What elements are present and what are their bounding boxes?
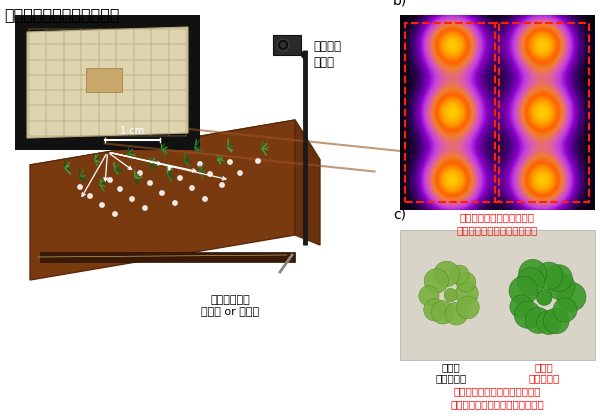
Text: c): c) — [393, 208, 406, 222]
Polygon shape — [30, 120, 295, 280]
Text: 使用済
センサなし: 使用済 センサなし — [435, 362, 466, 383]
Circle shape — [431, 301, 455, 324]
Polygon shape — [27, 27, 188, 138]
Text: b): b) — [393, 0, 407, 7]
Text: 使用済
センサあり: 使用済 センサあり — [529, 362, 560, 383]
Text: サーマル
カメラ: サーマル カメラ — [313, 40, 341, 69]
Text: 1 cm: 1 cm — [121, 126, 145, 136]
Circle shape — [208, 172, 212, 176]
Circle shape — [536, 290, 552, 305]
Circle shape — [280, 42, 286, 48]
Circle shape — [434, 261, 460, 287]
Circle shape — [118, 187, 122, 191]
Bar — [405, 23, 499, 202]
Circle shape — [510, 295, 533, 318]
Circle shape — [445, 302, 468, 325]
Bar — [495, 23, 589, 202]
Circle shape — [557, 282, 586, 312]
Text: に還る」土壌含水率センサ: に還る」土壌含水率センサ — [4, 7, 119, 22]
Circle shape — [509, 276, 538, 305]
Text: 水分が不足しているエリア
ホットスポットとして確認可: 水分が不足しているエリア ホットスポットとして確認可 — [457, 212, 538, 235]
Polygon shape — [30, 120, 320, 205]
Circle shape — [173, 201, 177, 205]
Circle shape — [553, 298, 577, 322]
Circle shape — [78, 185, 82, 189]
Circle shape — [457, 296, 479, 319]
Circle shape — [517, 268, 545, 296]
Circle shape — [220, 183, 224, 187]
Circle shape — [238, 171, 242, 175]
Circle shape — [160, 191, 164, 195]
Circle shape — [450, 265, 469, 284]
Circle shape — [148, 181, 152, 185]
Circle shape — [444, 289, 457, 302]
Circle shape — [277, 39, 289, 51]
Circle shape — [535, 262, 563, 290]
Bar — [15, 15, 200, 150]
Circle shape — [108, 178, 112, 182]
Circle shape — [88, 194, 92, 198]
Circle shape — [424, 269, 449, 293]
Circle shape — [178, 176, 182, 180]
Polygon shape — [295, 120, 320, 245]
Circle shape — [138, 171, 142, 175]
Circle shape — [168, 166, 172, 170]
Text: 無線給電装置
（地下 or 地上）: 無線給電装置 （地下 or 地上） — [201, 295, 259, 318]
Bar — [40, 252, 295, 262]
Circle shape — [143, 206, 147, 210]
Circle shape — [419, 286, 439, 306]
Circle shape — [113, 212, 117, 216]
Circle shape — [545, 265, 572, 292]
Circle shape — [544, 308, 569, 334]
Text: センサは大部分が自然分解され
肥料成分を配合すれば「センシン: センサは大部分が自然分解され 肥料成分を配合すれば「センシン — [451, 386, 544, 409]
Circle shape — [130, 197, 134, 201]
Circle shape — [256, 159, 260, 163]
Circle shape — [228, 160, 232, 164]
Circle shape — [536, 310, 561, 334]
Circle shape — [198, 162, 202, 166]
Bar — [273, 35, 301, 55]
Circle shape — [100, 203, 104, 207]
Bar — [86, 68, 122, 92]
Circle shape — [548, 273, 575, 300]
Bar — [400, 230, 595, 360]
Circle shape — [424, 299, 446, 321]
Circle shape — [455, 282, 478, 305]
Circle shape — [190, 186, 194, 190]
Circle shape — [518, 259, 547, 288]
Circle shape — [514, 301, 541, 328]
Circle shape — [203, 197, 207, 201]
Circle shape — [456, 272, 476, 292]
Circle shape — [525, 307, 551, 333]
